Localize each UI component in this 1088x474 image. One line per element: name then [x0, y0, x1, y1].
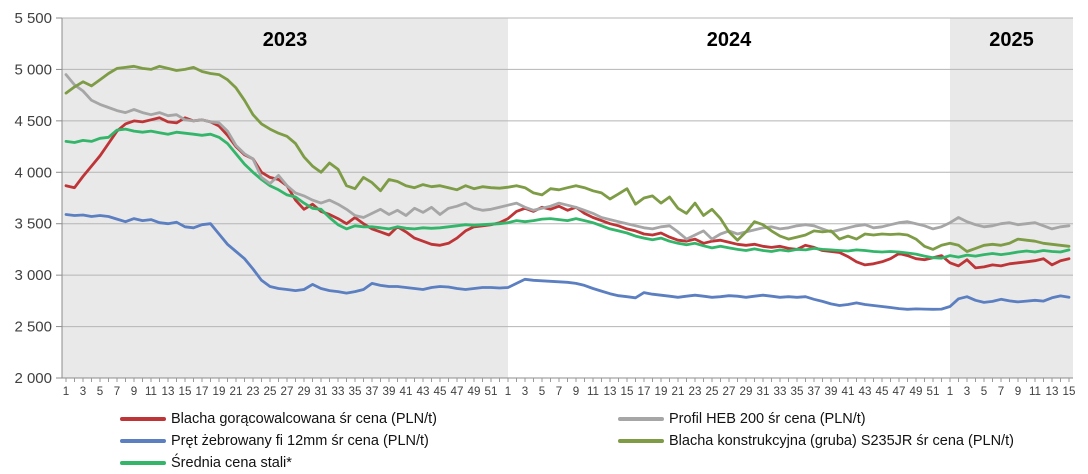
x-tick-label-2024-w1: 1 [505, 385, 511, 398]
x-tick-label-2023-w7: 7 [114, 385, 120, 398]
y-tick-label-2000: 2 000 [14, 370, 52, 387]
y-tick-label-4000: 4 000 [14, 164, 52, 181]
legend-label: Blacha gorącowalcowana śr cena (PLN/t) [171, 411, 437, 427]
legend-swatch-green-line [120, 461, 166, 465]
x-tick-label-2023-w21: 21 [230, 385, 243, 398]
x-tick-label-2023-w19: 19 [213, 385, 226, 398]
x-tick-label-2023-w31: 31 [315, 385, 328, 398]
x-tick-label-2023-w29: 29 [298, 385, 311, 398]
x-tick-label-2024-w15: 15 [621, 385, 634, 398]
x-tick-label-2023-w51: 51 [485, 385, 498, 398]
legend-item-profil-heb-200: Profil HEB 200 śr cena (PLN/t) [618, 408, 1014, 430]
x-tick-label-2025-w11: 11 [1029, 385, 1041, 398]
legend-label: Pręt żebrowany fi 12mm śr cena (PLN/t) [171, 433, 429, 449]
y-tick-label-5500: 5 500 [14, 10, 52, 27]
legend-label: Blacha konstrukcyjna (gruba) S235JR śr c… [669, 433, 1014, 449]
y-tick-label-3000: 3 000 [14, 267, 52, 284]
x-tick-label-2025-w3: 3 [964, 385, 970, 398]
x-tick-label-2023-w43: 43 [417, 385, 430, 398]
x-tick-label-2025-w7: 7 [998, 385, 1004, 398]
x-tick-label-2023-w41: 41 [400, 385, 413, 398]
x-tick-label-2023-w13: 13 [162, 385, 175, 398]
x-tick-label-2024-w35: 35 [791, 385, 804, 398]
legend-label: Średnia cena stali* [171, 455, 292, 471]
x-tick-label-2025-w9: 9 [1015, 385, 1021, 398]
x-tick-label-2024-w29: 29 [740, 385, 753, 398]
y-tick-label-5000: 5 000 [14, 61, 52, 78]
x-tick-label-2024-w19: 19 [655, 385, 668, 398]
x-tick-label-2024-w11: 11 [587, 385, 599, 398]
x-tick-label-2024-w5: 5 [539, 385, 545, 398]
x-tick-label-2024-w13: 13 [604, 385, 617, 398]
chart-legend-column-2: Profil HEB 200 śr cena (PLN/t) Blacha ko… [618, 408, 1014, 452]
x-tick-label-2024-w7: 7 [556, 385, 562, 398]
x-tick-label-2023-w17: 17 [196, 385, 209, 398]
x-tick-label-2024-w31: 31 [757, 385, 770, 398]
x-tick-label-2024-w51: 51 [927, 385, 940, 398]
x-tick-label-2025-w15: 15 [1063, 385, 1076, 398]
series-line-blacha-konstrukcyjna [64, 64, 1071, 253]
x-tick-label-2024-w25: 25 [706, 385, 719, 398]
x-tick-label-2023-w27: 27 [281, 385, 294, 398]
x-tick-label-2023-w47: 47 [451, 385, 464, 398]
x-tick-label-2023-w35: 35 [349, 385, 362, 398]
x-tick-label-2025-w5: 5 [981, 385, 987, 398]
year-label-2025: 2025 [989, 29, 1034, 51]
x-tick-label-2023-w33: 33 [332, 385, 345, 398]
x-tick-label-2024-w9: 9 [573, 385, 579, 398]
y-tick-label-3500: 3 500 [14, 216, 52, 233]
x-tick-label-2024-w3: 3 [522, 385, 528, 398]
x-tick-label-2023-w39: 39 [383, 385, 396, 398]
legend-label: Profil HEB 200 śr cena (PLN/t) [669, 411, 866, 427]
year-band-2023 [62, 18, 508, 378]
legend-item-srednia-cena-stali: Średnia cena stali* [120, 452, 437, 474]
x-tick-label-2024-w37: 37 [808, 385, 821, 398]
x-tick-label-2023-w15: 15 [179, 385, 192, 398]
x-tick-label-2023-w45: 45 [434, 385, 447, 398]
x-tick-label-2024-w49: 49 [910, 385, 923, 398]
x-tick-label-2023-w11: 11 [145, 385, 157, 398]
series-line-srednia-cena-stali [64, 127, 1071, 260]
x-tick-label-2024-w45: 45 [876, 385, 889, 398]
x-tick-label-2024-w47: 47 [893, 385, 906, 398]
x-tick-label-2023-w9: 9 [131, 385, 137, 398]
legend-item-pret-zebrowany: Pręt żebrowany fi 12mm śr cena (PLN/t) [120, 430, 437, 452]
y-tick-label-4500: 4 500 [14, 113, 52, 130]
legend-swatch-olive-line [618, 439, 664, 443]
legend-swatch-gray-line [618, 417, 664, 421]
x-tick-label-2024-w39: 39 [825, 385, 838, 398]
legend-item-blacha-konstrukcyjna: Blacha konstrukcyjna (gruba) S235JR śr c… [618, 430, 1014, 452]
year-label-2024: 2024 [707, 29, 752, 51]
x-tick-label-2024-w33: 33 [774, 385, 787, 398]
x-tick-label-2023-w3: 3 [80, 385, 86, 398]
x-tick-label-2023-w37: 37 [366, 385, 379, 398]
x-tick-label-2024-w21: 21 [672, 385, 685, 398]
series-line-pret-zebrowany [64, 213, 1071, 311]
legend-swatch-red-line [120, 417, 166, 421]
y-tick-label-2500: 2 500 [14, 319, 52, 336]
x-tick-label-2024-w43: 43 [859, 385, 872, 398]
legend-swatch-blue-line [120, 439, 166, 443]
x-tick-label-2024-w41: 41 [842, 385, 855, 398]
year-band-2025 [950, 18, 1073, 378]
x-tick-label-2023-w5: 5 [97, 385, 103, 398]
chart-legend-column-1: Blacha gorącowalcowana śr cena (PLN/t) P… [120, 408, 437, 474]
x-tick-label-2023-w49: 49 [468, 385, 481, 398]
x-tick-label-2023-w1: 1 [63, 385, 69, 398]
x-tick-label-2025-w1: 1 [947, 385, 953, 398]
series-line-profil-heb-200 [64, 73, 1071, 241]
year-label-2023: 2023 [263, 29, 308, 51]
x-tick-label-2025-w13: 13 [1046, 385, 1059, 398]
legend-item-blacha-goracowalcowana: Blacha gorącowalcowana śr cena (PLN/t) [120, 408, 437, 430]
x-tick-label-2024-w17: 17 [638, 385, 651, 398]
x-tick-label-2024-w23: 23 [689, 385, 702, 398]
x-tick-label-2024-w27: 27 [723, 385, 736, 398]
x-tick-label-2023-w25: 25 [264, 385, 277, 398]
x-tick-label-2023-w23: 23 [247, 385, 260, 398]
